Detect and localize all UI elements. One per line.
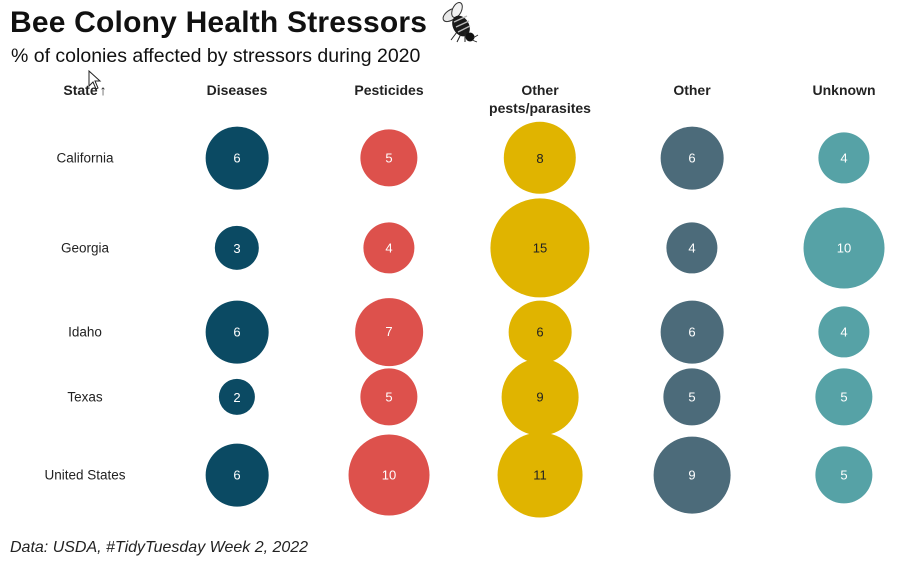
bubble: 5	[815, 368, 873, 426]
bubble: 2	[218, 378, 256, 416]
row-label: Idaho	[68, 324, 102, 340]
bubble: 10	[348, 434, 430, 516]
bubble-value-label: 6	[233, 150, 241, 166]
caption: Data: USDA, #TidyTuesday Week 2, 2022	[10, 539, 309, 556]
bubble: 5	[360, 129, 418, 187]
bubble-value-label: 3	[233, 240, 241, 256]
bubble-value-label: 4	[840, 324, 848, 340]
column-header-pesticides[interactable]: Pesticides	[354, 82, 424, 98]
bubble: 15	[490, 198, 590, 298]
bubble: 6	[205, 443, 269, 507]
bubble: 6	[660, 300, 724, 364]
bubble-value-label: 5	[385, 150, 393, 166]
bubble-value-label: 6	[688, 150, 696, 166]
bubble: 10	[803, 207, 885, 289]
bubble: 3	[214, 225, 260, 271]
row-label: Georgia	[60, 240, 110, 256]
bubble: 6	[508, 300, 572, 364]
bubble: 5	[663, 368, 721, 426]
column-header-state[interactable]: State ↑	[35, 81, 135, 99]
bubble-value-label: 4	[385, 240, 393, 256]
bubble: 5	[815, 446, 873, 504]
bubble-value-label: 6	[536, 324, 544, 340]
bubble: 7	[355, 298, 423, 366]
bubble-value-label: 4	[840, 150, 848, 166]
column-header-other[interactable]: Other	[673, 82, 711, 98]
bubble: 6	[205, 126, 269, 190]
column-header-other-pests-parasites[interactable]: Other pests/parasites	[489, 82, 591, 116]
bubble: 6	[205, 300, 269, 364]
sort-ascending-icon: ↑	[99, 82, 107, 98]
bubble: 4	[818, 306, 870, 358]
bee-icon	[442, 2, 479, 43]
bubble: 4	[363, 222, 415, 274]
chart-title: Bee Colony Health Stressors	[10, 6, 428, 39]
column-header-diseases[interactable]: Diseases	[206, 82, 268, 98]
bubble-value-label: 5	[688, 389, 696, 405]
bubble: 11	[497, 432, 583, 518]
column-header-unknown[interactable]: Unknown	[812, 82, 876, 98]
chart-subtitle: % of colonies affected by stressors duri…	[11, 45, 421, 67]
bubble: 4	[818, 132, 870, 184]
bubble-value-label: 2	[233, 389, 241, 405]
bubble-value-label: 6	[233, 467, 241, 483]
bubble-value-label: 5	[840, 389, 848, 405]
bubble: 9	[653, 436, 731, 514]
bubble-value-label: 6	[233, 324, 241, 340]
bubble-value-label: 7	[385, 324, 393, 340]
bubble: 6	[660, 126, 724, 190]
bubble-value-label: 6	[688, 324, 696, 340]
bubble-value-label: 5	[385, 389, 393, 405]
bubble: 9	[501, 358, 579, 436]
bubble-value-label: 9	[536, 389, 544, 405]
bubble: 4	[666, 222, 718, 274]
bubble-value-label: 10	[836, 240, 852, 256]
bubble-value-label: 10	[381, 467, 397, 483]
title-row: Bee Colony Health Stressors	[10, 2, 481, 44]
bubble-value-label: 11	[533, 467, 547, 483]
bubble: 5	[360, 368, 418, 426]
bubble-value-label: 5	[840, 467, 848, 483]
row-label: Texas	[67, 389, 103, 405]
row-label: California	[56, 150, 114, 166]
bubble-value-label: 8	[536, 150, 544, 166]
row-label: United States	[44, 467, 126, 483]
bubble-value-label: 4	[688, 240, 696, 256]
mouse-pointer-icon	[88, 70, 102, 90]
bubble: 8	[503, 121, 577, 195]
bubble-value-label: 9	[688, 467, 696, 483]
bubble-value-label: 15	[532, 240, 548, 256]
